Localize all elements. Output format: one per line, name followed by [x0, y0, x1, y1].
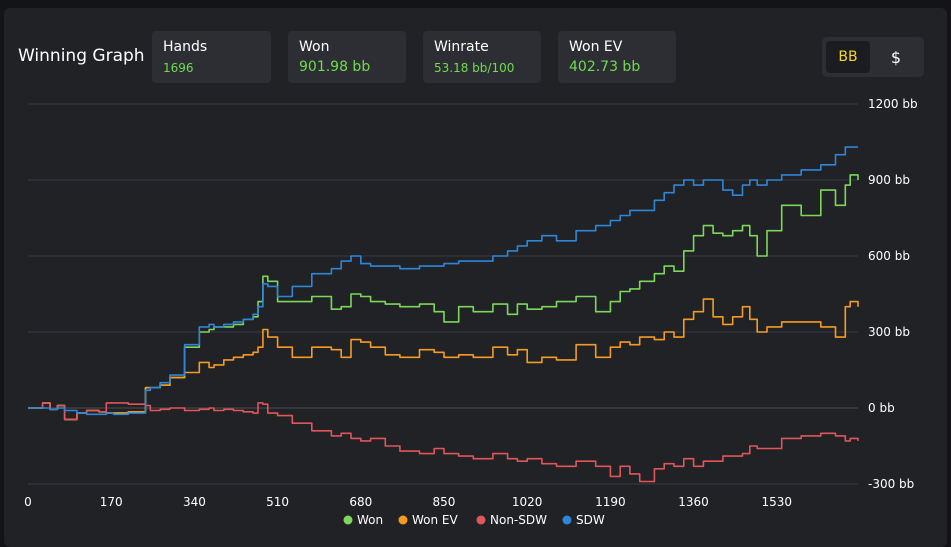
y-tick-label: 1200 bb: [868, 97, 918, 111]
x-tick-label: 680: [349, 495, 372, 509]
series-line-sdw: [28, 146, 858, 416]
stat-won-ev: Won EV 402.73 bb: [558, 31, 676, 83]
x-tick-label: 340: [183, 495, 206, 509]
page-title: Winning Graph: [18, 46, 145, 66]
dollar-unit-button[interactable]: $: [890, 47, 902, 67]
y-tick-label: 600 bb: [868, 249, 910, 263]
x-tick-label: 1020: [512, 495, 543, 509]
legend-dot-icon: [343, 515, 353, 525]
y-tick-label: 900 bb: [868, 173, 910, 187]
stat-won-ev-label: Won EV: [569, 39, 623, 55]
unit-toggle: BB $: [822, 37, 924, 77]
legend-dot-icon: [476, 515, 486, 525]
x-tick-label: 170: [100, 495, 123, 509]
stat-hands-value: 1696: [163, 61, 194, 75]
stat-won-label: Won: [299, 39, 330, 55]
legend-dot-icon: [398, 515, 408, 525]
stat-winrate-label: Winrate: [434, 39, 489, 55]
stat-hands: Hands 1696: [152, 31, 271, 83]
stat-winrate: Winrate 53.18 bb/100: [423, 31, 541, 83]
x-tick-label: 0: [24, 495, 32, 509]
legend-label: SDW: [576, 513, 605, 527]
bb-unit-button[interactable]: BB: [826, 41, 870, 73]
legend-item-non-sdw[interactable]: Non-SDW: [476, 513, 548, 527]
x-tick-label: 1360: [678, 495, 709, 509]
x-tick-label: 850: [433, 495, 456, 509]
legend-item-won-ev[interactable]: Won EV: [398, 513, 459, 527]
stat-won: Won 901.98 bb: [288, 31, 406, 83]
y-tick-label: -300 bb: [868, 477, 914, 491]
legend-label: Won EV: [412, 513, 459, 527]
x-tick-label: 1530: [761, 495, 792, 509]
series-line-won: [28, 174, 859, 421]
series-line-non-sdw: [28, 402, 859, 483]
chart-panel: [4, 8, 947, 547]
legend-item-sdw[interactable]: SDW: [562, 513, 605, 527]
stat-won-value: 901.98 bb: [299, 59, 371, 75]
legend-item-won[interactable]: Won: [343, 513, 384, 527]
x-tick-label: 510: [266, 495, 289, 509]
y-tick-label: 300 bb: [868, 325, 910, 339]
stat-won-ev-value: 402.73 bb: [569, 59, 641, 75]
legend-label: Non-SDW: [490, 513, 547, 527]
x-tick-label: 1190: [595, 495, 626, 509]
y-tick-label: 0 bb: [868, 401, 895, 415]
stat-hands-label: Hands: [163, 39, 208, 55]
legend-label: Won: [357, 513, 383, 527]
stat-winrate-value: 53.18 bb/100: [434, 61, 515, 75]
series-line-won-ev: [28, 298, 859, 421]
legend-dot-icon: [562, 515, 572, 525]
